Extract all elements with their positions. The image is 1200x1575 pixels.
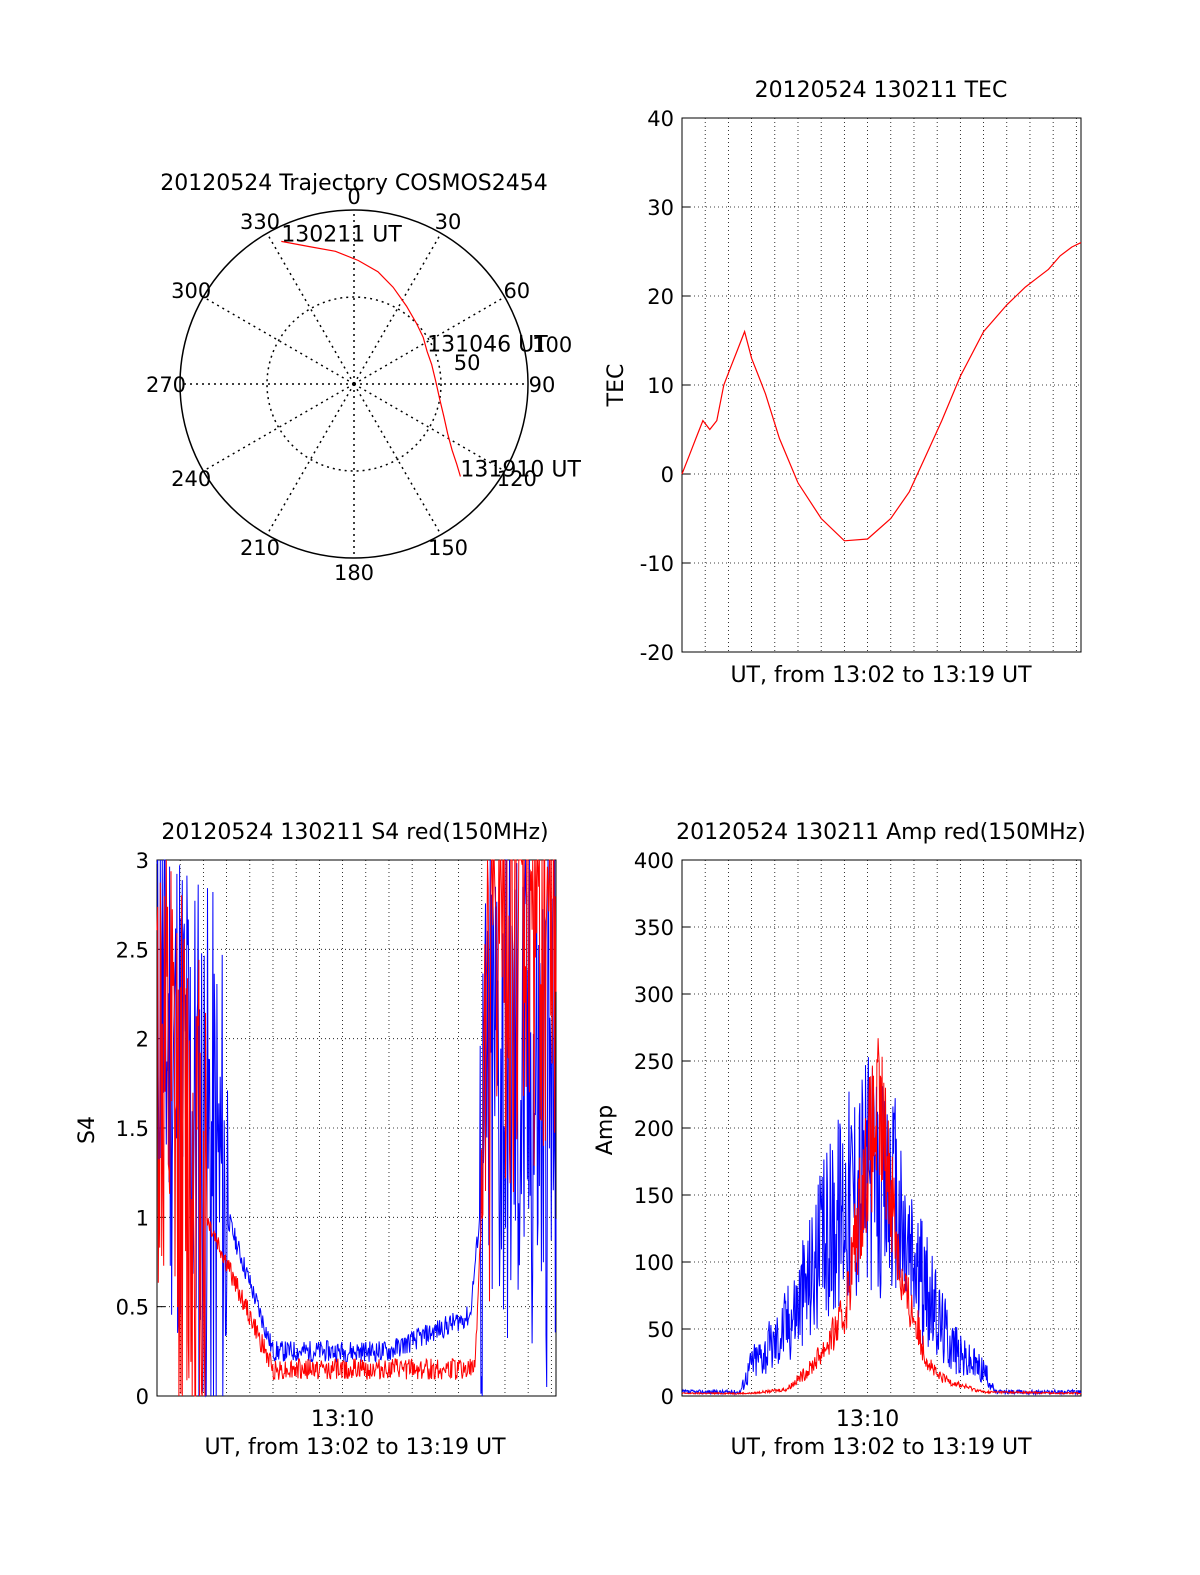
y-tick-label: 1 bbox=[136, 1206, 149, 1230]
polar-radius-labels: 50 100 bbox=[454, 333, 573, 375]
amp-red-series bbox=[681, 1038, 1082, 1396]
polar-angle-label: 150 bbox=[428, 536, 468, 560]
polar-angle-label: 120 bbox=[497, 467, 537, 491]
trajectory-polar-plot: 20120524 Trajectory COSMOS2454 0 30 60 90 12… bbox=[146, 171, 581, 585]
polar-spoke bbox=[202, 383, 355, 472]
polar-inner-ring bbox=[266, 296, 442, 472]
y-tick-label: 0.5 bbox=[116, 1296, 149, 1320]
polar-radius-label: 100 bbox=[532, 333, 572, 357]
polar-angle-label: 30 bbox=[435, 210, 462, 234]
trajectory-annotations: 130211 UT 131046 UT 131910 UT bbox=[281, 222, 581, 482]
polar-spoke bbox=[266, 232, 355, 385]
y-tick-label: 2.5 bbox=[116, 938, 149, 962]
tec-ylabel: TEC bbox=[604, 364, 629, 408]
y-tick-label: -20 bbox=[640, 641, 674, 665]
s4-x-tick-label: 13:10 bbox=[311, 1407, 374, 1432]
amp-title: 20120524 130211 Amp red(150MHz) bbox=[676, 820, 1086, 845]
polar-angle-label: 270 bbox=[146, 373, 186, 397]
y-tick-label: 300 bbox=[634, 983, 674, 1007]
polar-title: 20120524 Trajectory COSMOS2454 bbox=[160, 171, 547, 196]
s4-red-series bbox=[156, 859, 557, 1397]
y-tick-label: 350 bbox=[634, 916, 674, 940]
y-tick-label: 0 bbox=[661, 463, 674, 487]
s4-title: 20120524 130211 S4 red(150MHz) bbox=[161, 820, 548, 845]
polar-angle-label: 300 bbox=[171, 279, 211, 303]
tec-y-tick-labels: -20 -10 0 10 20 30 40 bbox=[640, 107, 674, 665]
polar-spoke bbox=[353, 296, 506, 385]
polar-angle-labels: 0 30 60 90 120 150 180 210 240 270 300 330 bbox=[146, 185, 555, 585]
polar-angle-label: 0 bbox=[347, 185, 360, 209]
polar-angle-label: 210 bbox=[240, 536, 280, 560]
trajectory-time-label: 130211 UT bbox=[281, 222, 402, 247]
y-tick-label: 10 bbox=[647, 374, 674, 398]
y-tick-label: 20 bbox=[647, 285, 674, 309]
s4-blue-series bbox=[156, 859, 557, 1398]
tec-grid bbox=[681, 117, 1081, 653]
y-tick-label: 200 bbox=[634, 1117, 674, 1141]
tec-xlabel: UT, from 13:02 to 13:19 UT bbox=[730, 663, 1032, 688]
y-tick-label: 400 bbox=[634, 849, 674, 873]
tec-title: 20120524 130211 TEC bbox=[755, 78, 1008, 103]
trajectory-time-label: 131046 UT bbox=[427, 332, 548, 357]
amp-ylabel: Amp bbox=[593, 1105, 618, 1155]
polar-angle-label: 180 bbox=[334, 561, 374, 585]
polar-angle-label: 60 bbox=[503, 279, 530, 303]
polar-grid bbox=[179, 209, 529, 559]
amp-y-tick-labels: 0 50 100 150 200 250 300 350 400 bbox=[634, 849, 674, 1409]
y-tick-label: 100 bbox=[634, 1251, 674, 1275]
polar-outer-ring bbox=[179, 209, 529, 559]
amp-series bbox=[681, 1038, 1082, 1397]
polar-spoke bbox=[353, 383, 442, 536]
tec-plot-frame bbox=[681, 117, 1082, 653]
polar-spoke bbox=[353, 383, 506, 472]
amp-x-tick-label: 13:10 bbox=[836, 1407, 899, 1432]
polar-angle-label: 90 bbox=[529, 373, 556, 397]
amp-xlabel: UT, from 13:02 to 13:19 UT bbox=[730, 1435, 1032, 1460]
polar-angle-label: 330 bbox=[240, 210, 280, 234]
amp-plot: 20120524 130211 Amp red(150MHz) 0 50 100 15… bbox=[593, 820, 1086, 1460]
y-tick-label: 40 bbox=[647, 107, 674, 131]
s4-y-tick-labels: 0 0.5 1 1.5 2 2.5 3 bbox=[116, 849, 149, 1409]
y-tick-label: -10 bbox=[640, 552, 674, 576]
s4-ylabel: S4 bbox=[75, 1116, 100, 1144]
polar-spoke bbox=[202, 296, 355, 385]
polar-spoke bbox=[353, 232, 442, 385]
y-tick-label: 0 bbox=[136, 1385, 149, 1409]
s4-xlabel: UT, from 13:02 to 13:19 UT bbox=[204, 1435, 506, 1460]
trajectory-line bbox=[281, 240, 461, 477]
s4-plot: 20120524 130211 S4 red(150MHz) 0 0.5 1 1.5 2… bbox=[75, 820, 557, 1460]
amp-grid bbox=[681, 859, 1081, 1397]
y-tick-label: 0 bbox=[661, 1385, 674, 1409]
y-tick-label: 30 bbox=[647, 196, 674, 220]
y-tick-label: 2 bbox=[136, 1028, 149, 1052]
y-tick-label: 250 bbox=[634, 1050, 674, 1074]
polar-angle-label: 240 bbox=[171, 467, 211, 491]
y-tick-label: 3 bbox=[136, 849, 149, 873]
y-tick-label: 150 bbox=[634, 1184, 674, 1208]
polar-radius-label: 50 bbox=[454, 351, 481, 375]
y-tick-label: 50 bbox=[647, 1318, 674, 1342]
polar-spoke bbox=[266, 383, 355, 536]
s4-series bbox=[156, 859, 557, 1398]
tec-series-line bbox=[681, 242, 1082, 542]
trajectory-time-label: 131910 UT bbox=[460, 457, 581, 482]
y-tick-label: 1.5 bbox=[116, 1117, 149, 1141]
